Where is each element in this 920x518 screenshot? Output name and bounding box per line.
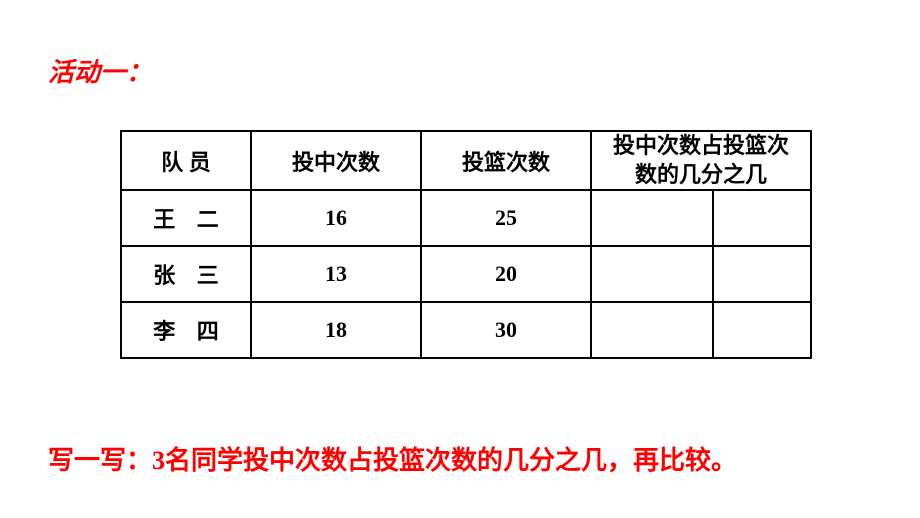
table-container: 队 员 投中次数 投篮次数 投中次数占投篮次数的几分之几 王 二 16 25 张… <box>120 130 812 359</box>
cell-made: 13 <box>251 246 421 302</box>
table-header-row: 队 员 投中次数 投篮次数 投中次数占投篮次数的几分之几 <box>121 131 811 190</box>
col-header-player: 队 员 <box>121 131 251 190</box>
table-row: 王 二 16 25 <box>121 190 811 246</box>
cell-fraction <box>591 246 811 302</box>
cell-total: 20 <box>421 246 591 302</box>
cell-total: 30 <box>421 302 591 358</box>
cell-total: 25 <box>421 190 591 246</box>
cell-player: 张 三 <box>121 246 251 302</box>
cell-fraction <box>591 190 811 246</box>
col-header-total: 投篮次数 <box>421 131 591 190</box>
col-header-fraction: 投中次数占投篮次数的几分之几 <box>591 131 811 190</box>
cell-made: 16 <box>251 190 421 246</box>
activity-heading: 活动一： <box>48 52 152 89</box>
cell-player: 李 四 <box>121 302 251 358</box>
data-table: 队 员 投中次数 投篮次数 投中次数占投篮次数的几分之几 王 二 16 25 张… <box>120 130 812 359</box>
cell-fraction <box>591 302 811 358</box>
cell-made: 18 <box>251 302 421 358</box>
col-header-made: 投中次数 <box>251 131 421 190</box>
instruction-text: 写一写：3名同学投中次数占投篮次数的几分之几，再比较。 <box>48 440 737 477</box>
table-row: 李 四 18 30 <box>121 302 811 358</box>
table-row: 张 三 13 20 <box>121 246 811 302</box>
cell-player: 王 二 <box>121 190 251 246</box>
